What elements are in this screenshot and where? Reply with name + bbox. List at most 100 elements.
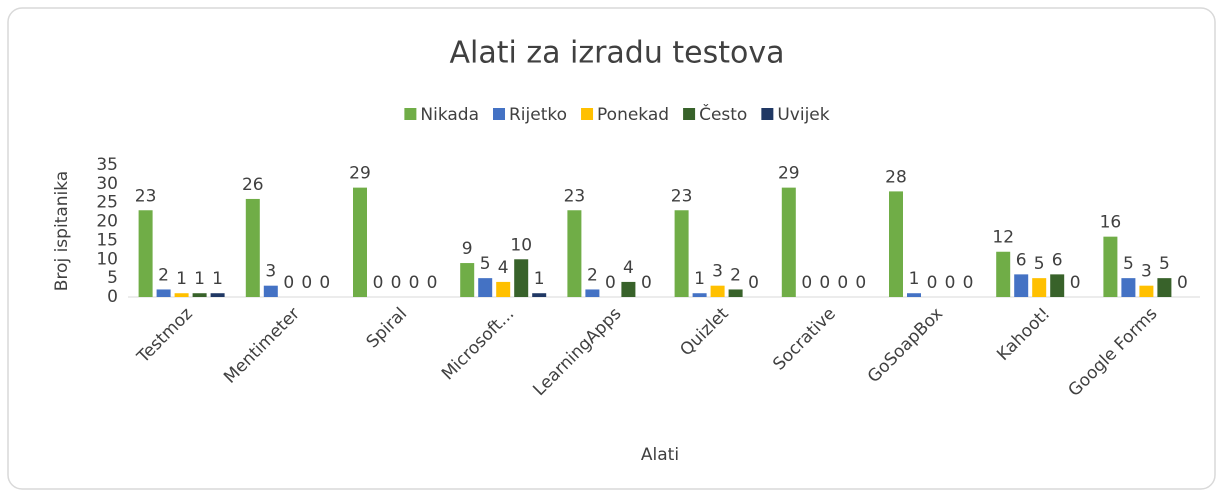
data-label: 0 [427,273,438,293]
bar [263,285,278,297]
bar [1050,274,1065,297]
y-tick-label: 25 [96,193,118,213]
chart-border [7,7,1216,490]
y-tick-label: 5 [107,268,118,288]
bar [996,251,1011,297]
data-label: 23 [671,186,693,206]
bar [514,259,529,297]
x-axis-title: Alati [641,445,679,465]
data-label: 0 [1070,273,1081,293]
data-label: 4 [498,258,509,278]
bar [907,293,921,297]
data-label: 0 [283,273,294,293]
data-label: 0 [819,273,830,293]
chart-title: Alati za izradu testova [449,36,784,71]
y-tick-label: 0 [107,287,118,307]
data-label: 29 [778,164,800,184]
data-label: 0 [927,273,938,293]
bar [1139,285,1154,297]
data-label: 0 [641,273,652,293]
data-label: 0 [1177,273,1188,293]
data-label: 0 [855,273,866,293]
data-label: 5 [1034,254,1045,274]
data-label: 1 [194,269,205,289]
data-label: 1 [694,269,705,289]
bar [621,281,636,297]
bar [710,285,725,297]
legend-swatch [581,108,594,120]
data-label: 0 [605,273,616,293]
legend-label: Uvijek [777,105,829,125]
legend-swatch [493,108,506,120]
legend-swatch [683,108,696,120]
y-tick-label: 20 [96,212,118,232]
data-label: 3 [265,262,276,282]
bar [245,198,260,297]
data-label: 12 [992,228,1014,248]
data-label: 3 [1141,262,1152,282]
data-label: 2 [730,265,741,285]
legend-label: Često [699,103,747,125]
bar [156,289,171,297]
bar [585,289,600,297]
data-label: 2 [587,265,598,285]
data-label: 5 [480,254,491,274]
data-label: 5 [1159,254,1170,274]
legend-label: Nikada [420,105,479,125]
bar [478,278,493,297]
data-label: 26 [242,175,264,195]
data-label: 0 [748,273,759,293]
data-label: 23 [564,186,586,206]
bar [1014,274,1029,297]
y-axis-title: Broj ispitanika [52,171,72,291]
data-label: 23 [135,186,157,206]
bar [1032,278,1047,297]
legend-label: Rijetko [509,105,567,125]
bar [567,210,582,297]
data-label: 16 [1100,213,1122,233]
bar [353,187,367,297]
data-label: 1 [909,269,920,289]
data-label: 5 [1123,254,1134,274]
bar [192,293,207,297]
data-label: 29 [349,164,371,184]
bar [138,210,153,297]
data-label: 0 [373,273,384,293]
data-label: 0 [301,273,312,293]
data-label: 2 [158,265,169,285]
data-label: 4 [623,258,634,278]
bar [692,293,707,297]
bar [889,191,903,297]
data-label: 0 [801,273,812,293]
data-label: 0 [391,273,402,293]
legend-swatch [761,108,774,120]
bar [1157,278,1172,297]
bar [1121,278,1136,297]
data-label: 28 [885,167,907,187]
legend-swatch [404,108,417,120]
data-label: 0 [945,273,956,293]
data-label: 10 [510,235,532,255]
bar [532,293,547,297]
bar [674,210,689,297]
data-label: 0 [409,273,420,293]
data-label: 0 [963,273,974,293]
bar [496,281,511,297]
bar [728,289,743,297]
data-label: 6 [1052,250,1063,270]
data-label: 0 [837,273,848,293]
data-label: 1 [534,269,545,289]
data-label: 9 [462,239,473,259]
bar [174,293,189,297]
y-tick-label: 15 [96,230,118,250]
y-tick-label: 30 [96,174,118,194]
data-label: 0 [319,273,330,293]
data-label: 1 [176,269,187,289]
data-label: 1 [212,269,223,289]
data-label: 6 [1016,250,1027,270]
y-tick-label: 10 [96,249,118,269]
data-label: 3 [712,262,723,282]
bar [210,293,225,297]
bar [781,187,796,297]
